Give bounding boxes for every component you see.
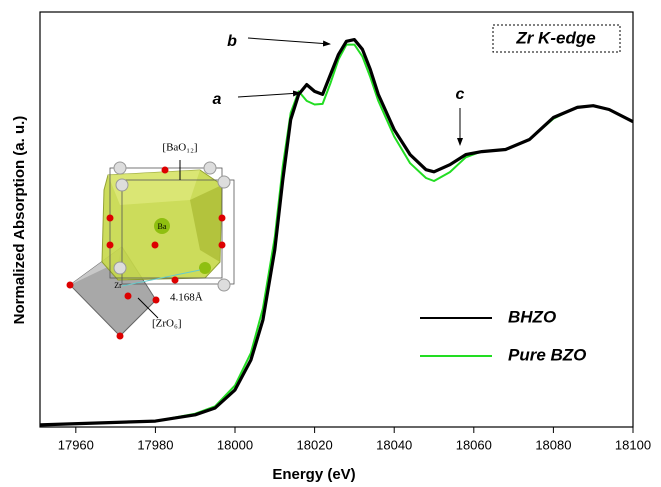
atom (204, 162, 216, 174)
inset-label: 4.168Å (170, 292, 203, 304)
inset-label: Ba (158, 222, 167, 231)
x-axis-title: Energy (eV) (272, 466, 355, 483)
x-tick-label: 17980 (137, 437, 173, 452)
atom (218, 176, 230, 188)
x-tick-label: 18100 (615, 437, 651, 452)
legend-label: BHZO (508, 307, 556, 326)
inset-label: Zr (114, 281, 122, 290)
inset-label: [ZrO₆] (152, 318, 182, 330)
o-atom (107, 242, 114, 249)
x-tick-label: 18040 (376, 437, 412, 452)
annotation-arrow (238, 93, 300, 97)
x-tick-label: 18080 (535, 437, 571, 452)
o-atom (67, 282, 74, 289)
legend-label: Pure BZO (508, 345, 586, 364)
annotation: b (227, 33, 237, 50)
x-tick-label: 17960 (58, 437, 94, 452)
annotation: c (456, 86, 465, 103)
y-axis-title: Normalized Absorption (a. u.) (11, 116, 28, 325)
atom (116, 179, 128, 191)
o-atom (219, 215, 226, 222)
o-atom (117, 333, 124, 340)
o-atom (162, 167, 169, 174)
o-atom (125, 293, 132, 300)
o-atom (107, 215, 114, 222)
x-tick-label: 18020 (297, 437, 333, 452)
annotation-arrow (248, 38, 330, 44)
o-atom (152, 242, 159, 249)
inset-structure (67, 160, 235, 340)
x-tick-label: 18060 (456, 437, 492, 452)
o-atom (153, 297, 160, 304)
annotation: a (213, 91, 222, 108)
inset-label: [BaO₁₂] (162, 142, 197, 154)
o-atom (172, 277, 179, 284)
x-tick-label: 18000 (217, 437, 253, 452)
edge-label: Zr K-edge (515, 28, 595, 47)
atom (199, 262, 211, 274)
chart: [BaO₁₂] Ba Zr 4.168Å [ZrO₆] Zr K-edge En… (0, 0, 661, 487)
atom (114, 162, 126, 174)
atom (218, 279, 230, 291)
atom (114, 262, 126, 274)
o-atom (219, 242, 226, 249)
